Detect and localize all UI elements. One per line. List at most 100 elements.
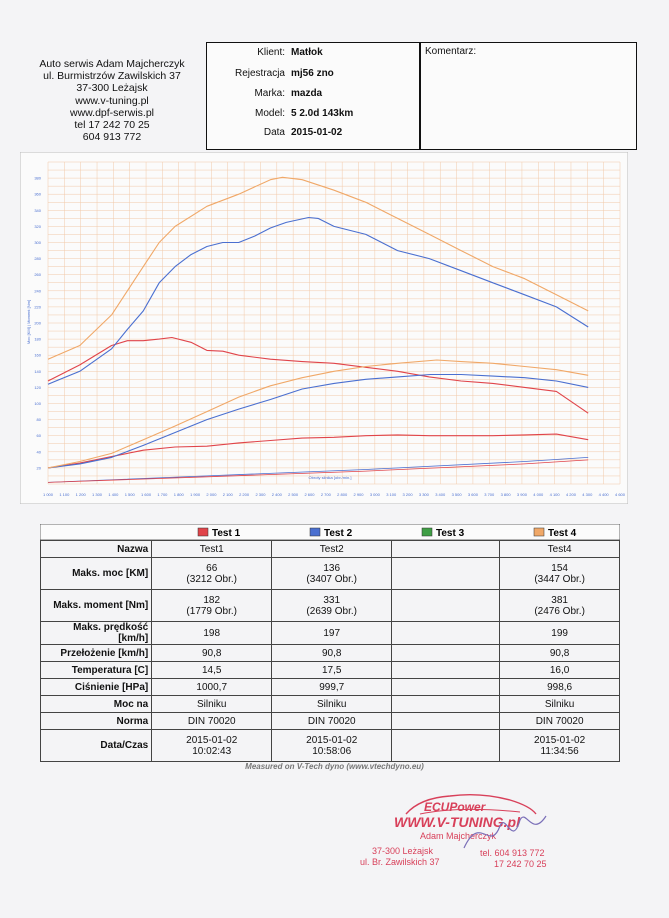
x-tick-label: 2 200: [239, 492, 250, 497]
table-row: Nazwa Test1 Test2 Test4: [39, 540, 620, 558]
x-tick-label: 1 900: [190, 492, 201, 497]
legend-item-test4: Test 4: [533, 527, 577, 539]
stamp-street: ul. Br. Zawilskich 37: [360, 857, 440, 867]
y-tick-label: 320: [34, 224, 41, 229]
table-row: Przełożenie [km/h] 90,8 90,8 90,8: [39, 644, 620, 662]
workshop-street: ul. Burmistrzów Zawilskich 37: [43, 70, 181, 83]
y-tick-label: 240: [34, 288, 41, 293]
cell-test4: DIN 70020: [499, 712, 620, 730]
x-tick-label: 1 200: [76, 492, 87, 497]
date-value: 2015-01-02: [291, 127, 343, 138]
test-time: 10:58:06: [312, 745, 352, 757]
cell-test2: 331 (2639 Obr.): [271, 589, 393, 622]
workshop-name: Auto serwis Adam Majcherczyk: [39, 58, 185, 70]
x-tick-label: 3 700: [484, 492, 495, 497]
cell-test1: Silniku: [151, 695, 273, 713]
row-label: Ciśnienie [HPa]: [39, 678, 153, 696]
signature-icon: [463, 815, 547, 849]
row-label: Maks. moment [Nm]: [39, 589, 153, 622]
y-tick-label: 200: [34, 321, 41, 326]
y-tick-label: 60: [37, 433, 42, 438]
row-label: Maks. moc [KM]: [39, 557, 153, 590]
test-date: 2015-01-02: [306, 734, 358, 746]
y-tick-label: 120: [34, 385, 41, 390]
cell-test1: 198: [151, 621, 273, 645]
cell-test1: 182 (1779 Obr.): [151, 589, 273, 622]
x-tick-label: 4 100: [550, 492, 561, 497]
cell-test3: [391, 712, 501, 730]
cell-test4: Silniku: [499, 695, 620, 713]
table-row: Temperatura [C] 14,5 17,5 16,0: [39, 661, 620, 679]
x-tick-label: 2 500: [288, 492, 299, 497]
x-tick-label: 2 100: [223, 492, 234, 497]
x-tick-labels: 1 000 1 100 1 200 1 300 1 400 1 500 1 600 1 700…: [43, 492, 626, 497]
y-tick-label: 80: [37, 417, 42, 422]
model-label: Model:: [254, 108, 285, 119]
cell-test2: 90,8: [271, 644, 393, 662]
cell-test2: Silniku: [271, 695, 393, 713]
x-tick-label: 3 500: [452, 492, 463, 497]
registration-label: Rejestracja: [234, 68, 285, 79]
x-tick-label: 1 500: [125, 492, 136, 497]
row-label: Data/Czas: [39, 729, 153, 762]
legend-swatch: [421, 527, 433, 537]
max-power-rpm: (3407 Obr.): [306, 573, 358, 585]
x-tick-label: 3 100: [386, 492, 397, 497]
table-row: Data/Czas 2015-01-02 10:02:43 2015-01-02 1…: [39, 729, 620, 762]
x-tick-label: 3 400: [435, 492, 446, 497]
client-row: Klient: Matłok: [207, 47, 419, 65]
cell-test3: [391, 729, 501, 762]
car-silhouette-icon: [405, 793, 537, 815]
table-row: Ciśnienie [HPa] 1000,7 999,7 998,6: [39, 678, 620, 696]
cell-test2: 17,5: [271, 661, 393, 679]
legend-label: Test 2: [324, 528, 353, 539]
y-tick-label: 380: [34, 176, 41, 181]
cell-test2: 136 (3407 Obr.): [271, 557, 393, 590]
cell-test3: [391, 540, 501, 558]
x-tick-label: 3 200: [403, 492, 414, 497]
table-row: Maks. moment [Nm] 182 (1779 Obr.) 331 (263…: [39, 589, 620, 622]
series-line-test4-moment: [47, 176, 589, 360]
comment-box: Komentarz:: [420, 42, 637, 150]
max-torque-rpm: (2476 Obr.): [534, 605, 585, 617]
date-row: Data 2015-01-02: [207, 127, 419, 145]
x-tick-label: 3 800: [501, 492, 512, 497]
cell-test4: 998,6: [499, 678, 620, 696]
max-torque-rpm: (2639 Obr.): [306, 605, 358, 617]
cell-test3: [391, 644, 501, 662]
chart-frame: [20, 152, 628, 504]
workshop-website: www.v-tuning.pl: [75, 94, 149, 107]
make-row: Marka: mazda: [207, 88, 419, 106]
x-tick-label: 2 900: [354, 492, 365, 497]
cell-test1: 90,8: [151, 644, 273, 662]
x-tick-label: 2 800: [337, 492, 348, 497]
comment-label: Komentarz:: [425, 46, 477, 57]
cell-test2: 2015-01-02 10:58:06: [271, 729, 393, 762]
client-value: Matłok: [291, 47, 323, 58]
cell-test1: DIN 70020: [151, 712, 273, 730]
y-tick-label: 260: [34, 272, 41, 277]
y-tick-label: 280: [34, 256, 41, 261]
cell-test3: [391, 589, 501, 622]
series-line-test1-moment: [47, 336, 589, 414]
row-label: Maks. prędkość [km/h]: [39, 621, 153, 645]
chart-grid: [47, 161, 621, 485]
legend-label: Test 3: [436, 528, 465, 539]
x-tick-label: 1 700: [157, 492, 168, 497]
legend-frame: [40, 524, 620, 540]
cell-test3: [391, 621, 501, 645]
x-tick-label: 1 100: [59, 492, 70, 497]
client-info-box: Klient: Matłok Rejestracja mj56 zno Mark…: [206, 42, 420, 150]
x-tick-label: 3 300: [419, 492, 430, 497]
legend-swatch: [197, 527, 209, 537]
chart-series: [47, 176, 589, 483]
series-line-test4-power: [47, 359, 589, 469]
max-power-value: 66: [206, 562, 218, 574]
cell-test4: 90,8: [499, 644, 620, 662]
series-line-test2-power: [47, 373, 589, 469]
x-tick-label: 2 000: [206, 492, 217, 497]
max-power-value: 154: [551, 562, 568, 574]
legend-label: Test 4: [548, 528, 577, 539]
y-axis-label: Moc [KM] | Moment [Nm]: [26, 300, 31, 344]
x-tick-label: 2 400: [272, 492, 283, 497]
